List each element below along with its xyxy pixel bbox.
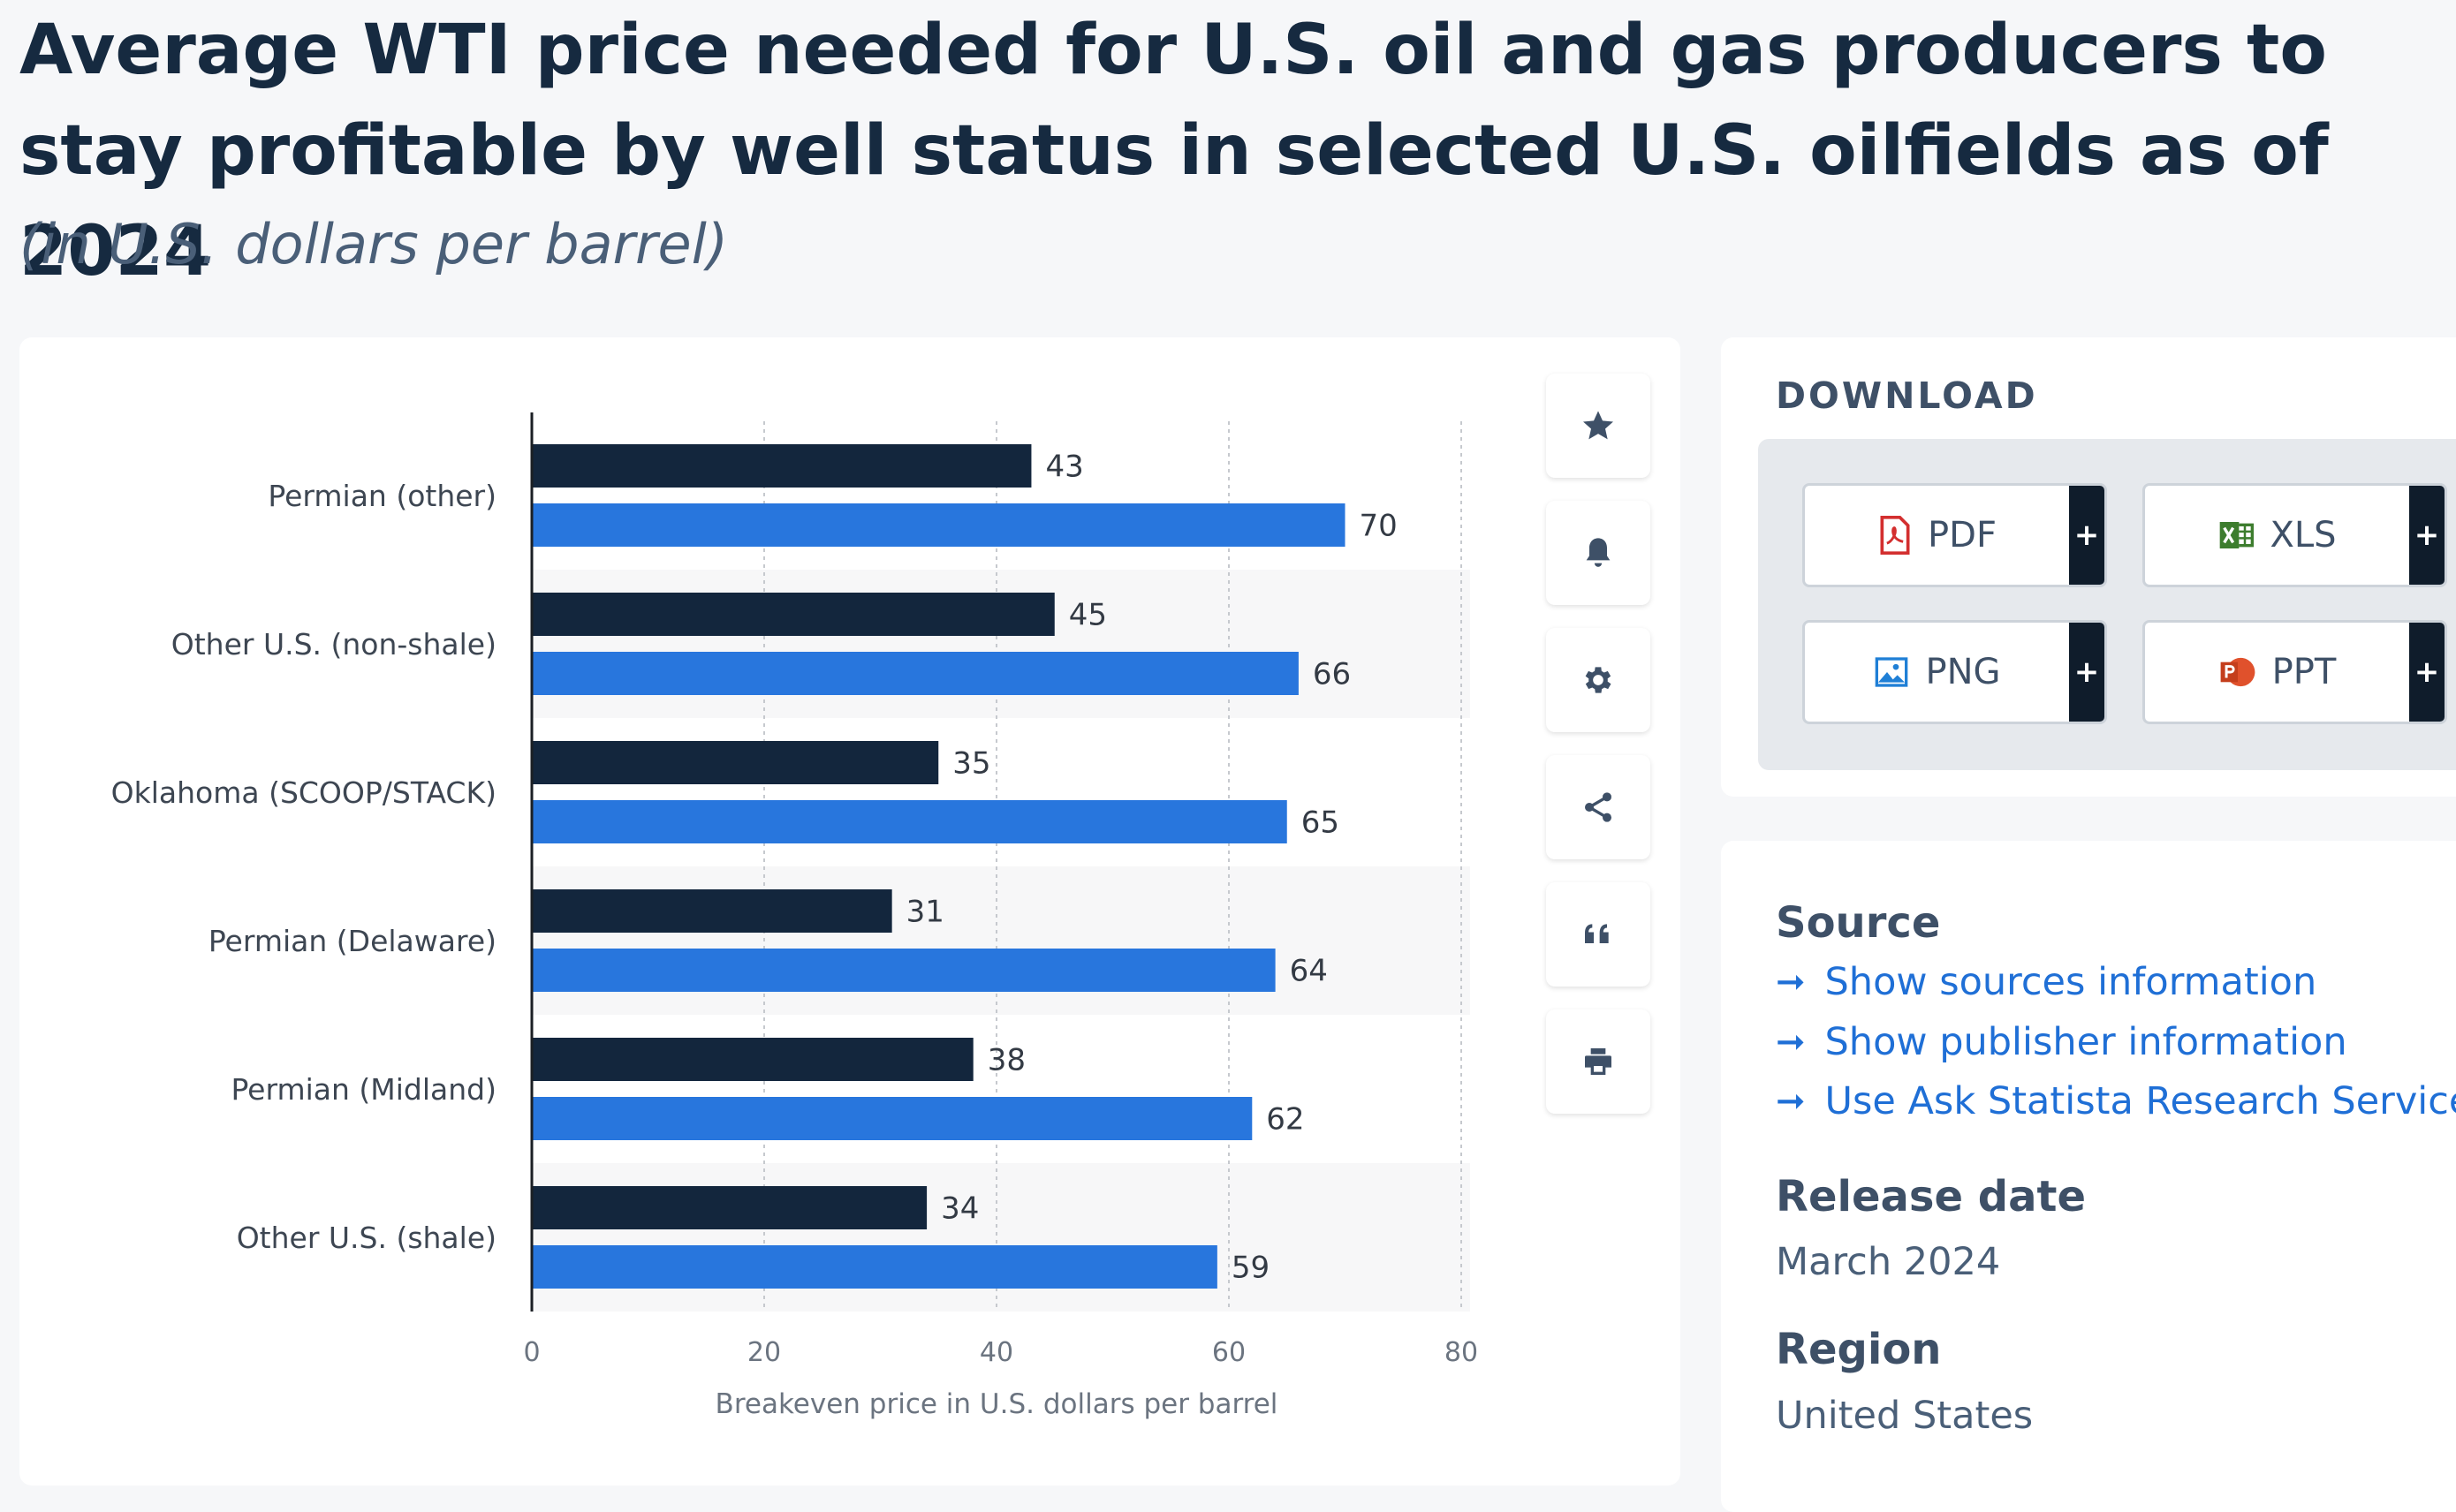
print-icon	[1585, 1048, 1611, 1075]
chart-subtitle: (in U.S. dollars per barrel)	[19, 212, 729, 276]
ppt-icon	[2220, 657, 2255, 687]
release-date-value: March 2024	[1776, 1240, 2001, 1284]
category-label: Oklahoma (SCOOP/STACK)	[111, 775, 497, 810]
data-label: 70	[1360, 509, 1398, 544]
download-ppt-plus[interactable]: +	[2409, 623, 2445, 722]
data-label: 43	[1045, 450, 1083, 485]
bar-blue	[532, 1245, 1217, 1289]
release-date-heading: Release date	[1776, 1172, 2086, 1221]
data-label: 66	[1313, 657, 1351, 692]
download-ppt-button[interactable]: PPT +	[2142, 620, 2447, 724]
xls-icon	[2220, 522, 2255, 548]
chart-title: Average WTI price needed for U.S. oil an…	[19, 11, 2329, 291]
data-label: 62	[1266, 1102, 1304, 1138]
download-xls-button[interactable]: XLS +	[2142, 483, 2447, 587]
data-label: 64	[1290, 954, 1328, 989]
data-label: 59	[1232, 1251, 1270, 1286]
arrow-right-icon: ➞	[1776, 1022, 1806, 1062]
category-label: Other U.S. (non-shale)	[171, 627, 497, 662]
bar-dark	[532, 1186, 928, 1229]
download-xls-label: XLS	[2270, 515, 2337, 556]
bar-blue	[532, 503, 1345, 547]
data-label: 34	[941, 1191, 979, 1227]
png-icon	[1876, 657, 1908, 687]
bar-dark	[532, 889, 892, 933]
x-tick-label: 20	[747, 1337, 781, 1368]
bar-blue	[532, 652, 1299, 695]
bell-icon	[1586, 538, 1611, 567]
data-label: 31	[906, 895, 944, 930]
bar-chart: 43 70 Permian (other) 45 66 Other U.S. (non-s…	[111, 412, 1478, 1420]
share-button[interactable]	[1546, 755, 1650, 859]
category-label: Other U.S. (shale)	[237, 1221, 497, 1255]
research-service-link[interactable]: ➞ Use Ask Statista Research Service	[1776, 1079, 2456, 1123]
download-png-label: PNG	[1925, 652, 2001, 692]
bar-dark	[532, 1038, 974, 1081]
bar-dark	[532, 444, 1032, 488]
x-tick-label: 60	[1212, 1337, 1246, 1368]
bar-dark	[532, 741, 939, 784]
source-heading: Source	[1776, 898, 1941, 948]
download-title: DOWNLOAD	[1776, 374, 2038, 417]
print-button[interactable]	[1546, 1009, 1650, 1114]
research-service-label: Use Ask Statista Research Service	[1824, 1079, 2456, 1123]
category-label: Permian (Delaware)	[208, 924, 497, 958]
download-pdf-button[interactable]: PDF +	[1802, 483, 2107, 587]
info-card: Source ➞ Show sources information ➞ Show…	[1721, 841, 2456, 1512]
x-axis-label: Breakeven price in U.S. dollars per barr…	[716, 1388, 1278, 1420]
show-sources-label: Show sources information	[1824, 960, 2317, 1004]
category-label: Permian (other)	[268, 479, 497, 513]
star-icon	[1583, 411, 1613, 440]
download-pdf-label: PDF	[1928, 515, 1997, 556]
share-icon	[1585, 792, 1611, 822]
chart-card: 43 70 Permian (other) 45 66 Other U.S. (non-s…	[19, 337, 1680, 1486]
x-tick-label: 40	[980, 1337, 1013, 1368]
show-publisher-label: Show publisher information	[1824, 1020, 2347, 1064]
category-band	[532, 866, 1470, 1015]
data-label: 35	[952, 746, 990, 782]
arrow-right-icon: ➞	[1776, 962, 1806, 1002]
settings-button[interactable]	[1546, 628, 1650, 732]
arrow-right-icon: ➞	[1776, 1081, 1806, 1122]
download-panel: PDF + XLS + PNG + PPT +	[1758, 439, 2456, 770]
show-sources-link[interactable]: ➞ Show sources information	[1776, 960, 2316, 1004]
gear-icon	[1585, 667, 1611, 693]
chart-toolbar	[1546, 374, 1650, 1137]
bar-dark	[532, 593, 1055, 636]
favorite-button[interactable]	[1546, 374, 1650, 478]
region-heading: Region	[1776, 1325, 1942, 1374]
category-band	[532, 570, 1470, 718]
cite-button[interactable]	[1546, 882, 1650, 987]
notification-button[interactable]	[1546, 501, 1650, 605]
download-png-button[interactable]: PNG +	[1802, 620, 2107, 724]
show-publisher-link[interactable]: ➞ Show publisher information	[1776, 1020, 2347, 1064]
data-label: 65	[1301, 805, 1339, 841]
bar-blue	[532, 800, 1287, 843]
bar-blue	[532, 949, 1276, 992]
download-pdf-plus[interactable]: +	[2069, 486, 2104, 585]
pdf-icon	[1880, 516, 1910, 555]
x-tick-label: 0	[523, 1337, 540, 1368]
bar-blue	[532, 1097, 1253, 1140]
download-png-plus[interactable]: +	[2069, 623, 2104, 722]
data-label: 45	[1069, 598, 1107, 633]
download-card: DOWNLOAD PDF + XLS + PNG +	[1721, 337, 2456, 797]
quote-icon	[1585, 924, 1609, 943]
download-xls-plus[interactable]: +	[2409, 486, 2445, 585]
data-label: 38	[988, 1043, 1026, 1078]
region-value: United States	[1776, 1394, 2034, 1438]
x-tick-label: 80	[1444, 1337, 1478, 1368]
category-band	[532, 1163, 1470, 1312]
download-ppt-label: PPT	[2271, 652, 2337, 692]
category-label: Permian (Midland)	[231, 1072, 497, 1107]
